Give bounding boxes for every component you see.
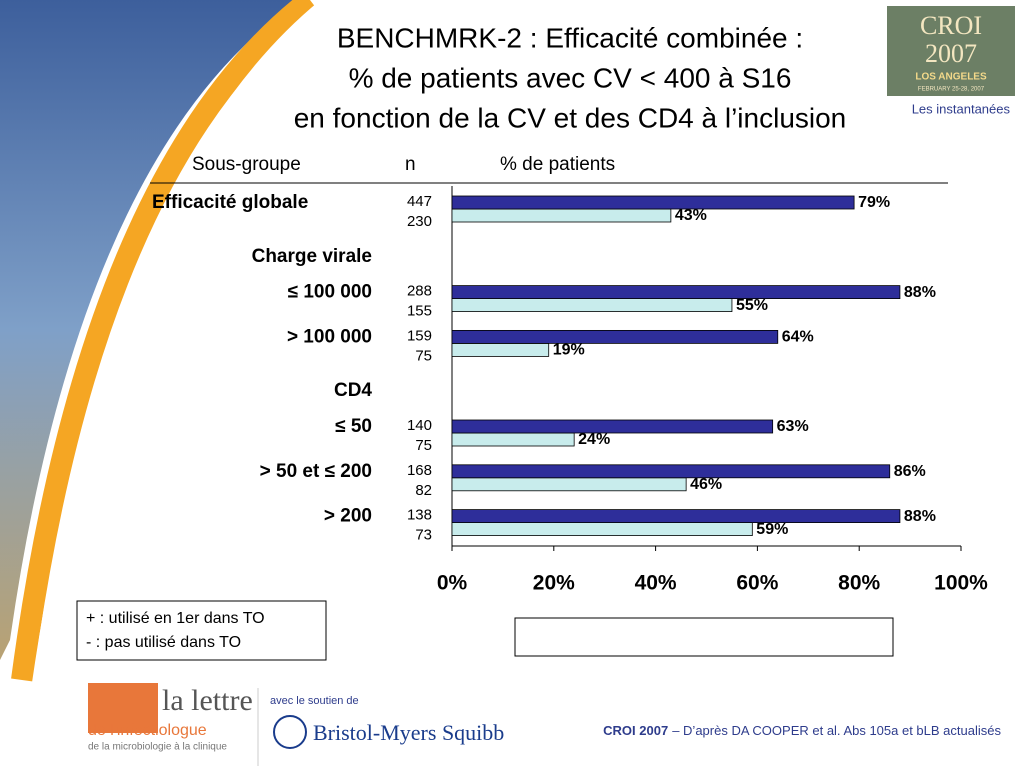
n-label: 140 — [407, 417, 432, 434]
legend — [514, 617, 894, 657]
category-label: ≤ 50 — [335, 416, 372, 437]
value-label: 86% — [894, 463, 926, 480]
support-text: avec le soutien de — [270, 695, 359, 707]
title-line: en fonction de la CV et des CD4 à l’incl… — [294, 102, 847, 133]
n-label: 168 — [407, 462, 432, 479]
croi-caption: Les instantanées — [912, 101, 1011, 116]
n-label: 73 — [415, 527, 432, 544]
note-line: - : pas utilisé dans TO — [86, 634, 241, 651]
croi-name: CROI — [920, 11, 982, 40]
n-label: 82 — [415, 482, 432, 499]
source-bold: CROI 2007 — [603, 723, 668, 738]
note-line: + : utilisé en 1er dans TO — [86, 610, 265, 627]
orange-arc — [11, 0, 317, 682]
bar — [451, 432, 575, 447]
x-tick-label: 60% — [736, 572, 778, 595]
value-label: 59% — [756, 521, 788, 538]
note-box — [76, 600, 327, 661]
bar — [451, 464, 891, 479]
croi-dates: FEBRUARY 25-28, 2007 — [918, 87, 985, 93]
journal-title: la lettre — [162, 684, 253, 717]
n-label: 230 — [407, 213, 432, 230]
journal-logo — [88, 683, 158, 733]
background-photo — [0, 0, 300, 660]
journal-tagline: de la microbiologie à la clinique — [88, 742, 227, 753]
bar — [451, 419, 774, 434]
croi-year: 2007 — [925, 39, 977, 68]
column-header: Sous-groupe — [192, 154, 301, 175]
value-label: 79% — [858, 194, 890, 211]
x-tick-label: 0% — [437, 572, 468, 595]
category-label: > 100 000 — [287, 326, 372, 347]
category-label: Efficacité globale — [152, 192, 308, 213]
value-label: 24% — [578, 431, 610, 448]
bar — [451, 208, 672, 223]
n-label: 159 — [407, 327, 432, 344]
x-tick-label: 40% — [635, 572, 677, 595]
croi-city: LOS ANGELES — [915, 72, 987, 83]
category-label: ≤ 100 000 — [288, 282, 372, 303]
bar — [451, 477, 687, 492]
x-tick-label: 20% — [533, 572, 575, 595]
bar — [451, 509, 901, 524]
category-label: CD4 — [334, 380, 372, 401]
white-arc — [31, 0, 341, 692]
category-label: Charge virale — [252, 246, 372, 267]
source-text: – D’après DA COOPER et al. Abs 105a et b… — [672, 723, 1001, 738]
bar — [451, 298, 733, 313]
journal-subtitle: de l'infectiologue — [88, 722, 207, 739]
n-label: 155 — [407, 303, 432, 320]
bar — [451, 285, 901, 300]
source: CROI 2007 – D’après DA COOPER et al. Abs … — [603, 723, 1001, 738]
value-label: 19% — [553, 342, 585, 359]
x-tick-label: 80% — [838, 572, 880, 595]
x-tick-label: 100% — [934, 572, 988, 595]
category-label: > 200 — [324, 506, 372, 527]
value-label: 55% — [736, 297, 768, 314]
title-line: BENCHMRK-2 : Efficacité combinée : — [337, 22, 803, 53]
sponsor-name: Bristol-Myers Squibb — [313, 720, 504, 745]
sponsor-logo — [273, 715, 307, 749]
n-label: 288 — [407, 283, 432, 300]
value-label: 46% — [690, 476, 722, 493]
bar — [451, 195, 855, 210]
n-label: 447 — [407, 193, 432, 210]
n-label: 75 — [415, 437, 432, 454]
value-label: 88% — [904, 508, 936, 525]
bar — [451, 522, 753, 536]
value-label: 64% — [782, 329, 814, 346]
value-label: 88% — [904, 284, 936, 301]
column-header: n — [405, 154, 416, 175]
category-label: > 50 et ≤ 200 — [260, 461, 372, 482]
column-header: % de patients — [500, 154, 615, 175]
bar — [451, 329, 779, 344]
bar — [451, 342, 550, 357]
n-label: 138 — [407, 507, 432, 524]
title-line: % de patients avec CV < 400 à S16 — [349, 62, 792, 93]
n-label: 75 — [415, 347, 432, 364]
value-label: 63% — [777, 418, 809, 435]
value-label: 43% — [675, 207, 707, 224]
croi-logo — [887, 6, 1015, 96]
